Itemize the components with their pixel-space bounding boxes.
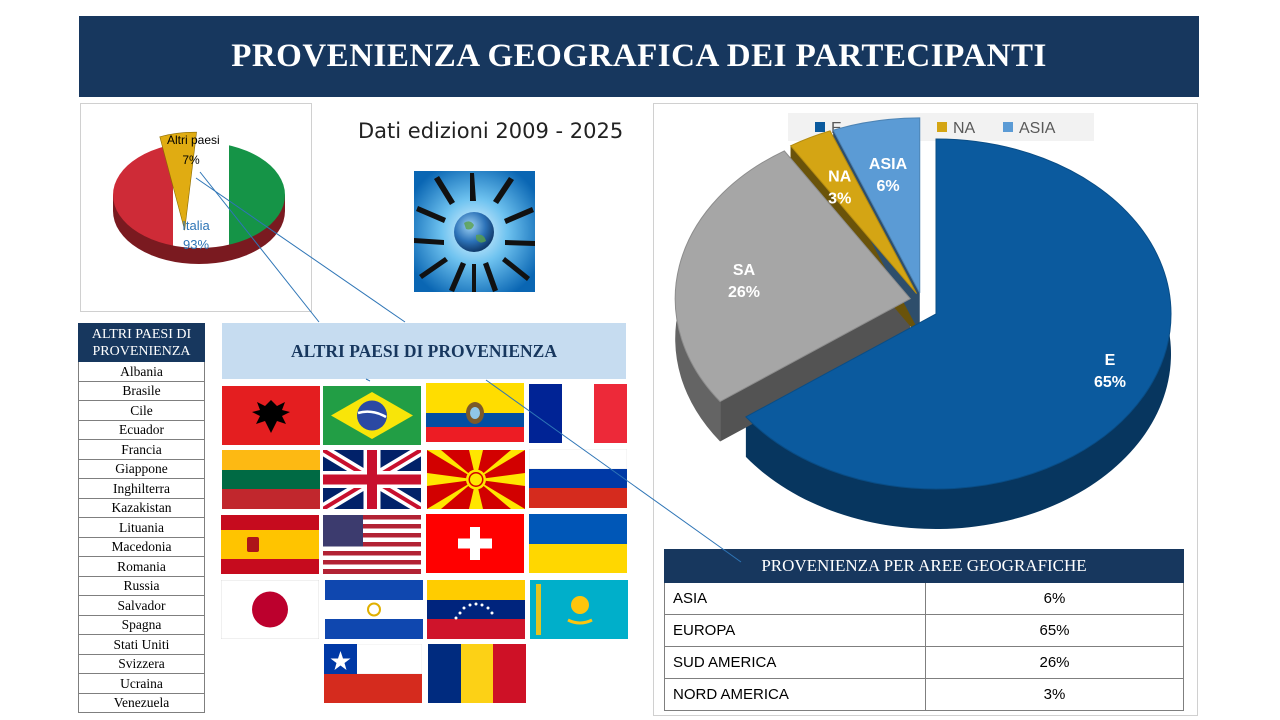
country-cell: Romania	[78, 556, 205, 577]
flag-united-kingdom-icon	[323, 450, 421, 509]
country-cell: Macedonia	[78, 536, 205, 557]
country-cell: Salvador	[78, 595, 205, 616]
flags-banner: ALTRI PAESI DI PROVENIENZA	[222, 323, 626, 379]
flag-chile-icon	[324, 644, 422, 703]
table-row: ASIA 6%	[664, 582, 1184, 615]
italy-pie-chart-box: Altri paesi 7% Italia 93%	[80, 103, 312, 312]
flag-macedonia-icon	[427, 450, 525, 509]
table-row: Spagna	[78, 614, 205, 635]
region-table: PROVENIENZA PER AREE GEOGRAFICHE ASIA 6%…	[664, 549, 1184, 711]
country-cell: Venezuela	[78, 692, 205, 713]
table-row: Ecuador	[78, 419, 205, 440]
country-cell: Inghilterra	[78, 478, 205, 499]
region-value: 6%	[925, 582, 1184, 615]
country-cell: Svizzera	[78, 653, 205, 674]
region-value: 65%	[925, 614, 1184, 647]
table-row: Giappone	[78, 458, 205, 479]
other-countries-table-header: ALTRI PAESI DI PROVENIENZA	[78, 323, 205, 362]
country-cell: Giappone	[78, 458, 205, 479]
flag-brazil-icon	[323, 386, 421, 445]
page-title: PROVENIENZA GEOGRAFICA DEI PARTECIPANTI	[79, 16, 1199, 97]
other-countries-header-line2: PROVENIENZA	[92, 343, 191, 359]
other-countries-header-line1: ALTRI PAESI DI	[91, 326, 192, 342]
region-label: ASIA	[664, 582, 926, 615]
country-cell: Albania	[78, 361, 205, 382]
table-row: Venezuela	[78, 692, 205, 713]
flag-japan-icon	[221, 580, 319, 639]
table-row: Francia	[78, 439, 205, 460]
table-row: Brasile	[78, 380, 205, 401]
flag-ukraine-icon	[529, 514, 627, 573]
flag-venezuela-icon	[427, 580, 525, 639]
flag-ecuador-icon	[426, 383, 524, 442]
country-cell: Kazakistan	[78, 497, 205, 518]
connector-line	[365, 378, 371, 382]
italy-value-italia: 93%	[183, 237, 209, 252]
table-row: SUD AMERICA 26%	[664, 646, 1184, 679]
region-label: EUROPA	[664, 614, 926, 647]
italy-label-italia: Italia	[182, 218, 210, 233]
country-cell: Brasile	[78, 380, 205, 401]
flag-romania-icon	[428, 644, 526, 703]
country-cell: Russia	[78, 575, 205, 596]
italy-pie-chart: Altri paesi 7% Italia 93%	[113, 131, 285, 264]
flag-switzerland-icon	[426, 514, 524, 573]
country-cell: Cile	[78, 400, 205, 421]
flag-el-salvador-icon	[325, 580, 423, 639]
country-cell: Francia	[78, 439, 205, 460]
flag-spain-icon	[221, 515, 319, 574]
subtitle: Dati edizioni 2009 - 2025	[358, 119, 624, 143]
table-row: NORD AMERICA 3%	[664, 678, 1184, 711]
table-row: Ucraina	[78, 673, 205, 694]
region-label: NORD AMERICA	[664, 678, 926, 711]
table-row: Macedonia	[78, 536, 205, 557]
country-cell: Stati Uniti	[78, 634, 205, 655]
flag-france-icon	[529, 384, 627, 443]
country-cell: Lituania	[78, 517, 205, 538]
table-row: Lituania	[78, 517, 205, 538]
italy-slice-altri-paesi	[159, 131, 197, 231]
country-cell: Spagna	[78, 614, 205, 635]
table-row: Cile	[78, 400, 205, 421]
table-row: Romania	[78, 556, 205, 577]
flag-albania-icon	[222, 386, 320, 445]
table-row: Russia	[78, 575, 205, 596]
italy-label-altri-paesi: Altri paesi	[167, 133, 220, 147]
italy-value-altri-paesi: 7%	[182, 153, 200, 167]
flag-kazakhstan-icon	[530, 580, 628, 639]
table-row: Kazakistan	[78, 497, 205, 518]
globe-icon	[454, 212, 494, 252]
flag-russia-icon	[529, 449, 627, 508]
table-row: Svizzera	[78, 653, 205, 674]
other-countries-table: ALTRI PAESI DI PROVENIENZA Albania Brasi…	[78, 323, 205, 713]
table-row: Albania	[78, 361, 205, 382]
table-row: EUROPA 65%	[664, 614, 1184, 647]
table-row: Salvador	[78, 595, 205, 616]
hands-icon	[414, 173, 535, 292]
country-cell: Ucraina	[78, 673, 205, 694]
country-cell: Ecuador	[78, 419, 205, 440]
flag-lithuania-icon	[222, 450, 320, 509]
region-label: SUD AMERICA	[664, 646, 926, 679]
region-table-header: PROVENIENZA PER AREE GEOGRAFICHE	[664, 549, 1184, 583]
globe-hands-image	[414, 171, 535, 292]
table-row: Inghilterra	[78, 478, 205, 499]
flag-united-states-icon	[323, 515, 421, 574]
region-value: 3%	[925, 678, 1184, 711]
region-value: 26%	[925, 646, 1184, 679]
table-row: Stati Uniti	[78, 634, 205, 655]
